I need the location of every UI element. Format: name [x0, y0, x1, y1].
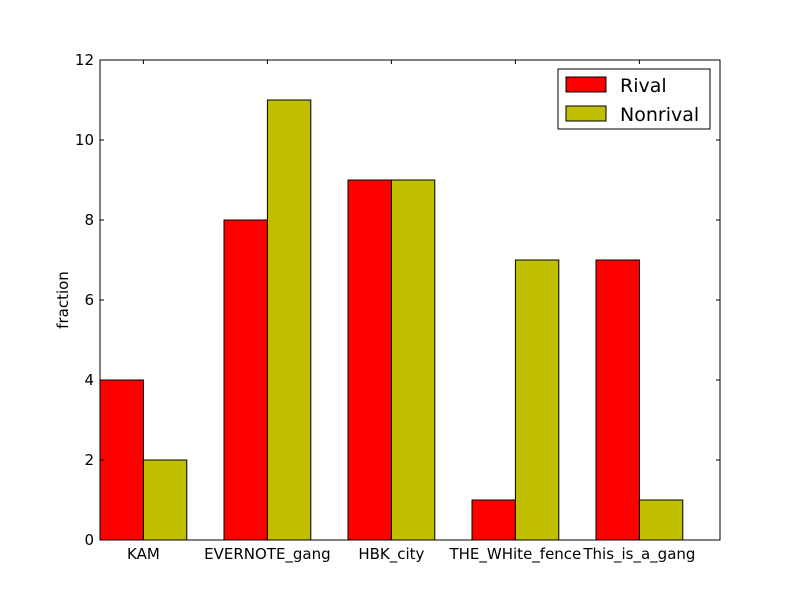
y-tick-label: 0	[84, 531, 94, 549]
y-tick-label: 8	[84, 211, 94, 229]
legend: Rival Nonrival	[557, 68, 711, 130]
legend-label-nonrival: Nonrival	[620, 104, 699, 126]
x-tick-label: HBK_city	[358, 545, 424, 564]
x-tick-label: This_is_a_gang	[582, 545, 695, 564]
bar-rival-evernote_gang	[223, 219, 268, 541]
bar-nonrival-the_white_fence	[514, 259, 560, 541]
y-tick-label: 12	[75, 51, 94, 69]
x-tick-label: KAM	[127, 545, 160, 563]
y-tick-label: 4	[84, 371, 94, 389]
bar-nonrival-this_is_a_gang	[638, 499, 684, 541]
legend-swatch-rival	[565, 76, 607, 93]
x-tick-label: EVERNOTE_gang	[204, 545, 331, 564]
bar-nonrival-kam	[142, 459, 188, 541]
bars-layer	[99, 99, 684, 541]
bar-rival-hbk_city	[347, 179, 392, 541]
bar-rival-this_is_a_gang	[595, 259, 640, 541]
y-tick-label: 6	[84, 291, 94, 309]
legend-label-rival: Rival	[620, 75, 667, 97]
x-tick-label: THE_WHite_fence	[448, 545, 581, 564]
y-axis-label: fraction	[54, 271, 72, 329]
bar-rival-kam	[99, 379, 144, 541]
bar-nonrival-evernote_gang	[266, 99, 312, 541]
y-tick-label: 2	[84, 451, 94, 469]
ticks-layer: 0 2 4 6 8 10 12 KAM EVERNOTE_gang HBK_city THE_WHi…	[75, 51, 720, 564]
y-tick-label: 10	[75, 131, 94, 149]
bar-nonrival-hbk_city	[390, 179, 436, 541]
bar-rival-the_white_fence	[471, 499, 516, 541]
legend-swatch-nonrival	[565, 105, 607, 122]
